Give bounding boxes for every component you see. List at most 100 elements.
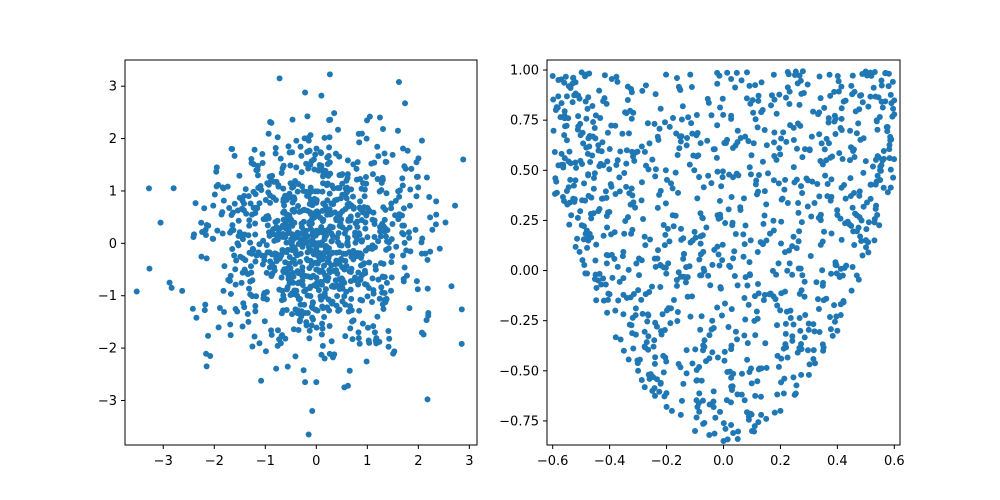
scatter-point [820,347,827,354]
scatter-point [678,397,685,404]
scatter-point [717,104,724,111]
scatter-point [734,127,741,134]
scatter-point [613,73,620,80]
scatter-point [603,251,610,258]
scatter-point [791,179,798,186]
scatter-point [334,234,340,241]
scatter-point [603,260,610,267]
scatter-point [642,82,649,89]
scatter-point [342,333,349,340]
scatter-point [239,255,246,262]
scatter-point [746,259,753,266]
scatter-point [621,170,628,177]
scatter-point [293,164,300,171]
scatter-point [719,257,726,264]
scatter-point [794,349,801,356]
scatter-point [847,127,854,134]
scatter-point [670,223,677,230]
scatter-point [406,202,413,209]
scatter-point [321,290,328,297]
scatter-point [757,393,764,400]
scatter-point [550,127,557,134]
scatter-point [598,195,605,202]
scatter-point [706,332,713,339]
scatter-point [665,260,672,267]
scatter-point [295,280,301,287]
scatter-point [580,223,587,230]
scatter-point [879,104,886,111]
scatter-point [755,92,762,99]
scatter-point [797,122,804,129]
scatter-point [687,313,694,320]
scatter-point [710,324,717,331]
scatter-point [620,275,627,282]
scatter-point [652,319,659,326]
scatter-point [824,193,831,200]
scatter-point [614,78,621,85]
scatter-point [801,293,808,300]
scatter-point [377,228,384,235]
scatter-point [225,276,232,283]
scatter-point [405,229,412,236]
scatter-point [586,143,593,150]
scatter-point [585,135,592,142]
scatter-point [808,133,815,140]
scatter-point [310,272,317,279]
scatter-point [601,72,608,79]
scatter-point [572,243,579,250]
scatter-point [743,95,750,102]
scatter-point [891,111,898,118]
scatter-point [252,191,259,198]
scatter-point [825,115,832,122]
scatter-point [382,158,389,165]
scatter-point [584,270,591,277]
scatter-point [802,311,809,318]
scatter-point [308,322,315,329]
scatter-point [786,260,793,267]
scatter-point [555,93,562,100]
scatter-point [676,145,683,152]
scatter-point [809,178,816,185]
scatter-point [389,253,396,260]
scatter-point [754,249,761,256]
scatter-point [382,225,389,232]
scatter-point [726,262,733,269]
scatter-point [252,258,259,265]
scatter-point [629,192,636,199]
scatter-point [249,248,256,255]
scatter-point [698,377,705,384]
scatter-point [827,92,834,99]
scatter-point [682,279,689,286]
scatter-point [787,314,794,321]
scatter-point [555,77,562,84]
scatter-point [859,99,866,106]
scatter-point [701,343,708,350]
scatter-point [632,331,639,338]
scatter-point [201,307,208,314]
scatter-point [821,146,828,153]
scatter-point [246,285,253,292]
scatter-point [672,169,679,176]
scatter-point [688,84,695,91]
scatter-point [306,265,313,272]
scatter-point [634,148,641,155]
scatter-point [823,295,830,302]
scatter-point [220,197,227,204]
scatter-point [652,263,659,270]
scatter-point [566,221,573,228]
scatter-point [721,348,728,355]
scatter-point [771,153,778,160]
scatter-point [280,196,287,203]
scatter-point [729,219,736,226]
scatter-point [835,88,842,95]
scatter-point [865,103,872,110]
scatter-point [561,197,567,204]
scatter-point [886,155,893,162]
scatter-point [248,160,255,167]
scatter-point [253,293,260,300]
scatter-point [660,222,667,228]
scatter-point [460,156,467,163]
scatter-point [624,97,631,103]
scatter-point [242,186,249,193]
scatter-point [724,69,731,76]
